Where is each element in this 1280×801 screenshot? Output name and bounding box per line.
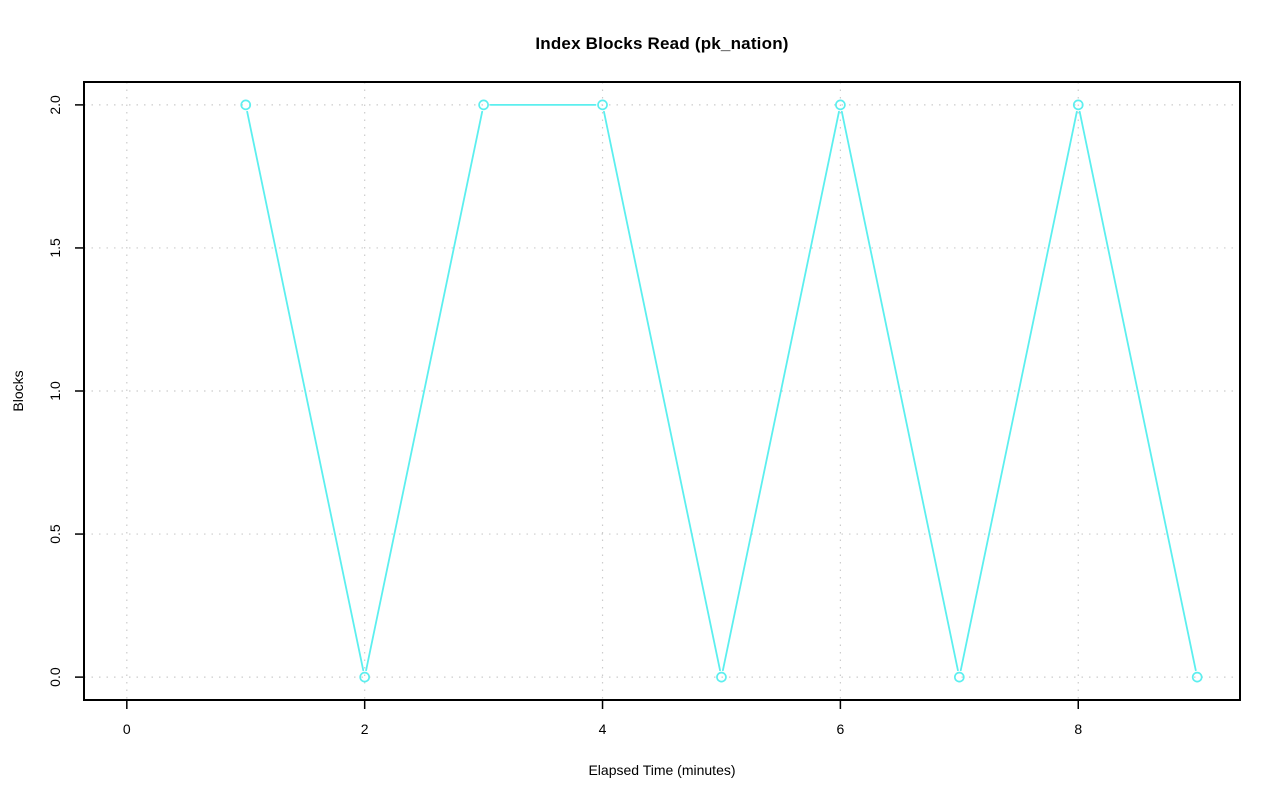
series-line-segment (721, 110, 840, 672)
x-tick-label: 6 (836, 721, 844, 737)
data-point-marker (835, 99, 846, 111)
y-tick-label: 1.0 (47, 381, 63, 401)
data-point-marker (240, 99, 252, 111)
x-axis-label: Elapsed Time (minutes) (588, 762, 736, 778)
series-line-segment (959, 110, 1078, 672)
data-point-marker (597, 99, 608, 111)
data-point-marker (1191, 671, 1203, 683)
series-line-segment (1078, 110, 1197, 672)
plot-border (83, 81, 1241, 701)
y-tick-label: 0.5 (47, 524, 63, 544)
data-point-marker (716, 671, 727, 683)
series-line-segment (246, 110, 365, 672)
x-tick-label: 4 (599, 721, 607, 737)
x-tick-label: 2 (361, 721, 369, 737)
y-tick-label: 1.5 (47, 238, 63, 258)
data-point-marker (359, 671, 371, 683)
series-line-segment (840, 110, 959, 672)
y-tick-label: 2.0 (47, 95, 63, 115)
x-tick-label: 0 (123, 721, 131, 737)
y-tick-label: 0.0 (47, 667, 63, 687)
data-point-marker (953, 671, 965, 683)
series-line-segment (603, 110, 721, 672)
series-line-segment (365, 110, 484, 672)
chart-title: Index Blocks Read (pk_nation) (535, 34, 789, 53)
data-point-marker (1072, 99, 1084, 111)
x-tick-label: 8 (1074, 721, 1082, 737)
data-point-marker (478, 99, 489, 111)
